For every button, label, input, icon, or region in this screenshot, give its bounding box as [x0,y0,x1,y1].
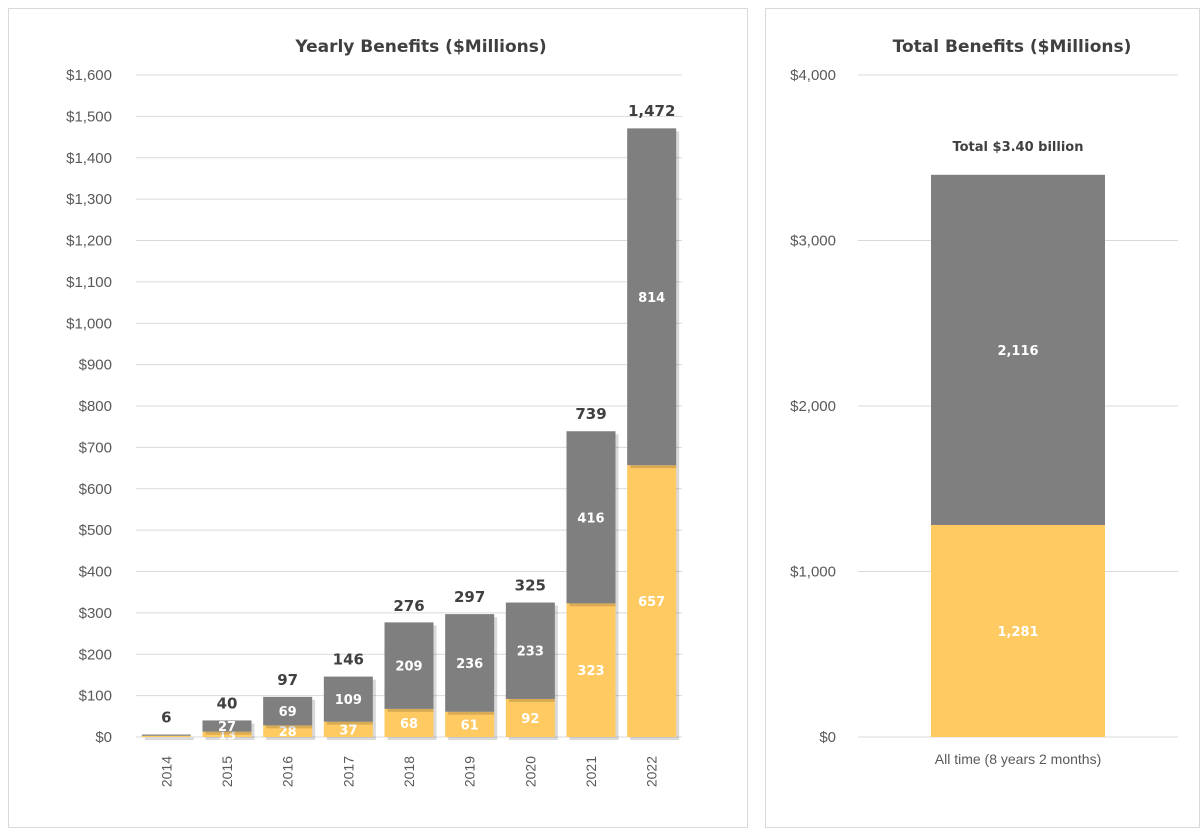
x-tick-label: 2022 [644,756,660,787]
y-tick-label: $3,000 [790,233,836,250]
bar-segment-yellow [627,465,677,737]
x-tick-label: 2018 [401,756,417,787]
bar-total-label: 739 [575,405,606,423]
bar-segment-label: 27 [218,720,236,735]
bar-total-label: 1,472 [628,102,675,120]
y-tick-label: $400 [79,564,112,581]
x-tick-label: 2020 [522,756,538,787]
bar-total-label: 297 [454,588,485,606]
bar-segment-label: 209 [395,660,422,675]
bar-segment-label: 814 [638,291,665,306]
bar-total-label: 6 [161,709,171,727]
y-tick-label: $700 [79,439,112,456]
bar-segment-gray [323,676,373,722]
bar-segment-label: 37 [339,723,357,738]
x-tick-label: 2017 [340,756,356,787]
bar-segment-label: 61 [461,718,479,733]
bar-segment-gray [566,431,616,604]
y-tick-label: $1,000 [790,564,836,581]
y-tick-label: $1,100 [66,274,112,291]
bar-segment-yellow [566,603,616,737]
bar-segment-label: 13 [218,728,236,743]
bar-total-label: 146 [333,651,364,669]
x-tick-label: 2015 [219,756,235,787]
x-tick-label: 2014 [158,756,174,787]
bar-segment-yellow [384,708,434,737]
bar-total-label: 97 [277,671,298,689]
y-tick-label: $1,600 [66,67,112,84]
y-tick-label: $2,000 [790,398,836,415]
y-tick-label: $800 [79,398,112,415]
y-tick-label: $1,300 [66,191,112,208]
x-tick-label: 2016 [280,756,296,787]
bar-segment-label: 68 [400,717,418,732]
yearly-benefits-panel [8,8,748,828]
bar-shadow [144,737,194,739]
bar-segment-label: 28 [279,725,297,740]
y-tick-label: $600 [79,481,112,498]
y-tick-label: $500 [79,522,112,539]
bar-segment-gray [384,622,434,709]
bar-segment-gray [931,174,1105,525]
bar-segment-label: 233 [517,645,544,660]
bar-segment-label: 1,281 [997,625,1038,640]
bar-shadow [144,738,194,740]
y-tick-label: $0 [95,729,112,746]
bar-segment-gray [445,614,495,712]
total-chart-title: Total Benefits ($Millions) [893,37,1132,57]
bar-segment-yellow [263,725,313,737]
x-tick-label: 2021 [583,756,599,787]
bar-segment-label: 323 [577,664,604,679]
bar-segment-gray [141,734,191,736]
x-tick-label: 2019 [462,756,478,787]
y-tick-label: $1,400 [66,150,112,167]
bar-segment-label: 2,116 [997,344,1038,359]
bar-segment-label: 236 [456,657,483,672]
bar-segment-yellow [931,524,1105,737]
bar-segment-yellow [202,731,252,737]
bar-segment-label: 416 [577,511,604,526]
y-tick-label: $4,000 [790,67,836,84]
yearly-chart-title: Yearly Benefits ($Millions) [294,37,546,57]
bar-segment-label: 92 [521,712,539,727]
bar-total-label: 40 [217,694,238,712]
y-tick-label: $300 [79,605,112,622]
bar-segment-label: 657 [638,595,665,610]
y-tick-label: $1,500 [66,108,112,125]
bar-segment-yellow [505,698,555,737]
bar-segment-label: 69 [279,705,297,720]
y-tick-label: $100 [79,688,112,705]
bar-segment-gray [202,720,252,732]
bar-segment-gray [505,602,555,699]
y-tick-label: $0 [819,729,836,746]
y-tick-label: $1,000 [66,315,112,332]
bar-segment-yellow [141,735,191,737]
y-tick-label: $900 [79,357,112,374]
bar-segment-yellow [323,721,373,737]
bar-segment-label: 109 [335,693,362,708]
bar-segment-gray [627,128,677,466]
bar-segment-gray [263,696,313,726]
bar-shadow [205,734,255,740]
total-annotation: Total $3.40 billion [952,140,1083,155]
y-tick-label: $200 [79,646,112,663]
y-tick-label: $1,200 [66,233,112,250]
bar-total-label: 276 [393,597,424,615]
bar-segment-yellow [445,711,495,737]
bar-total-label: 325 [515,577,546,595]
x-tick-label: All time (8 years 2 months) [935,751,1102,767]
